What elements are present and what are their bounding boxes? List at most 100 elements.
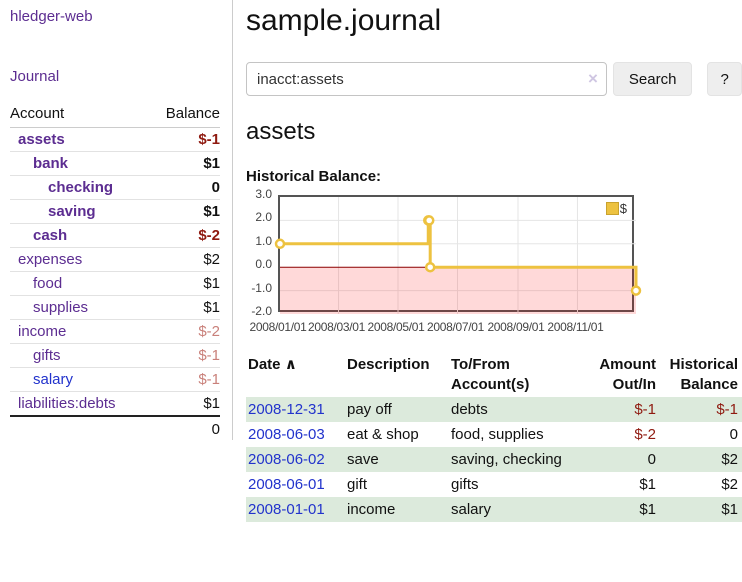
account-link-bank[interactable]: bank — [33, 155, 69, 172]
chart-legend: $ — [605, 201, 627, 216]
transaction-description: save — [347, 451, 379, 468]
historical-balance-chart: $ 3.0 2.0 1.0 0.0 -1.0 -2.0 2008/01/01 2008/03/… — [246, 187, 686, 337]
transaction-date-link[interactable]: 2008-06-02 — [248, 451, 325, 468]
help-button[interactable]: ? — [707, 62, 742, 96]
search-button[interactable]: Search — [612, 62, 693, 96]
transaction-row: 2008-12-31 pay off debts $-1 $-1 — [246, 397, 742, 422]
account-balance: $1 — [148, 391, 220, 417]
date-header-label: Date — [248, 356, 281, 373]
clear-search-icon[interactable]: × — [587, 69, 598, 88]
sidebar-item-journal[interactable]: Journal — [10, 68, 60, 85]
x-axis-tick-label: 2008/01/01 — [249, 320, 307, 334]
account-link-liabilities-debts[interactable]: liabilities:debts — [18, 395, 116, 412]
transaction-amount: $-2 — [634, 426, 656, 443]
account-link-supplies[interactable]: supplies — [33, 299, 89, 316]
register-header-description: Description — [347, 356, 430, 373]
account-balance: $2 — [148, 247, 220, 272]
accounts-header-account: Account — [10, 100, 149, 128]
chart-plot-area[interactable]: $ — [274, 195, 642, 314]
y-axis-tick-label: 0.0 — [255, 257, 272, 272]
account-row: income $-2 — [10, 319, 220, 344]
sort-ascending-icon: ∧ — [284, 356, 297, 373]
transaction-date-link[interactable]: 2008-06-03 — [248, 426, 325, 443]
transaction-accounts: gifts — [451, 476, 479, 493]
account-balance: $-1 — [148, 127, 220, 152]
transaction-row: 2008-06-03 eat & shop food, supplies $-2 0 — [246, 422, 742, 447]
register-header-balance: Historical Balance — [669, 356, 738, 393]
transaction-row: 2008-01-01 income salary $1 $1 — [246, 497, 742, 522]
account-balance: $1 — [148, 151, 220, 176]
transaction-date-link[interactable]: 2008-12-31 — [248, 401, 325, 418]
accounts-header-balance: Balance — [148, 100, 220, 128]
account-row: checking 0 — [10, 175, 220, 200]
account-row: food $1 — [10, 271, 220, 296]
y-axis-tick-label: 2.0 — [255, 210, 272, 225]
y-axis-tick-label: -1.0 — [251, 280, 272, 295]
transaction-row: 2008-06-01 gift gifts $1 $2 — [246, 472, 742, 497]
account-link-food[interactable]: food — [33, 275, 63, 292]
register-header-date[interactable]: Date ∧ — [246, 353, 345, 397]
accounts-total-balance: 0 — [148, 415, 220, 441]
register-header-amount: Amount Out/In — [599, 356, 656, 393]
account-link-cash[interactable]: cash — [33, 227, 68, 244]
x-axis-tick-label: 2008/07/01 — [426, 320, 485, 334]
x-axis-tick-label: 2008/11/01 — [547, 320, 604, 334]
register-header-accounts: To/From Account(s) — [451, 356, 530, 393]
account-balance: $-2 — [148, 223, 220, 248]
transaction-description: income — [347, 501, 396, 518]
register-table: Date ∧ Description To/From Account(s) Am… — [246, 353, 742, 522]
transaction-description: eat & shop — [347, 426, 419, 443]
legend-label: $ — [619, 201, 627, 216]
transaction-amount: $-1 — [634, 401, 656, 418]
chart-title: Historical Balance: — [246, 168, 382, 185]
accounts-total-row: 0 — [10, 415, 220, 441]
account-balance: $1 — [148, 295, 220, 320]
transaction-amount: $1 — [639, 501, 656, 518]
y-axis-tick-label: 3.0 — [255, 187, 272, 201]
transaction-row: 2008-06-02 save saving, checking 0 $2 — [246, 447, 742, 472]
account-balance: 0 — [148, 175, 220, 200]
account-link-expenses[interactable]: expenses — [18, 251, 83, 268]
transaction-date-link[interactable]: 2008-06-01 — [248, 476, 325, 493]
account-row: cash $-2 — [10, 223, 220, 248]
account-row: saving $1 — [10, 199, 220, 224]
account-link-saving[interactable]: saving — [48, 203, 96, 220]
account-row: supplies $1 — [10, 295, 220, 320]
brand-link[interactable]: hledger-web — [10, 8, 93, 25]
transaction-balance: $1 — [721, 501, 738, 518]
account-link-checking[interactable]: checking — [48, 179, 114, 196]
transaction-amount: $1 — [639, 476, 656, 493]
search-form: × Search ? — [246, 62, 742, 96]
account-link-income[interactable]: income — [18, 323, 67, 340]
transaction-balance: 0 — [729, 426, 738, 443]
account-heading: assets — [246, 118, 316, 145]
x-axis-tick-label: 2008/09/01 — [487, 320, 545, 334]
account-row: salary $-1 — [10, 367, 220, 392]
transaction-accounts: salary — [451, 501, 492, 518]
y-axis-tick-label: 1.0 — [255, 233, 272, 248]
transaction-accounts: food, supplies — [451, 426, 544, 443]
transaction-accounts: saving, checking — [451, 451, 562, 468]
account-link-assets[interactable]: assets — [18, 131, 65, 148]
account-link-gifts[interactable]: gifts — [33, 347, 61, 364]
account-link-salary[interactable]: salary — [33, 371, 74, 388]
x-axis-tick-label: 2008/05/01 — [367, 320, 425, 334]
transaction-balance: $2 — [721, 451, 738, 468]
transaction-date-link[interactable]: 2008-01-01 — [248, 501, 325, 518]
page-title: sample.journal — [246, 4, 442, 37]
legend-swatch-icon — [605, 202, 619, 215]
transaction-accounts: debts — [451, 401, 488, 418]
account-row: expenses $2 — [10, 247, 220, 272]
search-input-wrap: × — [246, 62, 607, 96]
search-input[interactable] — [246, 62, 607, 96]
account-row: liabilities:debts $1 — [10, 391, 220, 417]
account-balance: $-1 — [148, 343, 220, 368]
account-balance: $1 — [148, 199, 220, 224]
accounts-table: Account Balance assets $-1 bank $1 checking 0… — [10, 100, 220, 441]
account-balance: $-1 — [148, 367, 220, 392]
transaction-amount: 0 — [647, 451, 656, 468]
transaction-description: pay off — [347, 401, 392, 418]
transaction-balance: $2 — [721, 476, 738, 493]
account-row: bank $1 — [10, 151, 220, 176]
